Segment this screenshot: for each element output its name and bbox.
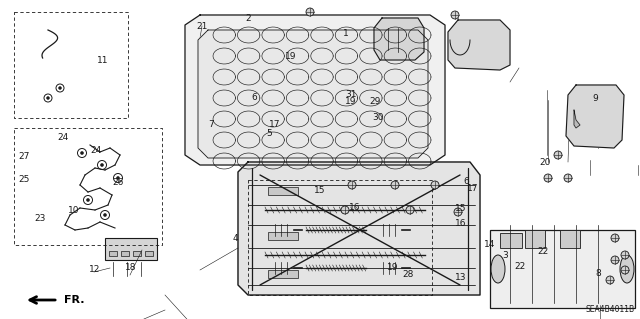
Bar — [145, 251, 153, 256]
Text: 6: 6 — [252, 93, 257, 102]
Text: 27: 27 — [19, 152, 30, 161]
Text: 10: 10 — [68, 206, 79, 215]
Polygon shape — [574, 110, 580, 128]
Circle shape — [341, 206, 349, 214]
Ellipse shape — [620, 255, 634, 283]
Text: 5: 5 — [266, 129, 271, 138]
Circle shape — [611, 256, 619, 264]
Text: 8: 8 — [596, 269, 601, 278]
Text: 1: 1 — [343, 29, 348, 38]
Text: 28: 28 — [403, 271, 414, 279]
Circle shape — [621, 251, 629, 259]
Circle shape — [544, 174, 552, 182]
Bar — [500, 233, 522, 248]
Circle shape — [451, 11, 459, 19]
Circle shape — [391, 181, 399, 189]
Bar — [560, 230, 580, 248]
Text: 4: 4 — [233, 234, 238, 243]
Bar — [268, 270, 298, 278]
Text: 17: 17 — [269, 120, 281, 129]
Ellipse shape — [491, 255, 505, 283]
Text: 20: 20 — [540, 158, 551, 167]
Circle shape — [406, 206, 414, 214]
Text: 30: 30 — [372, 113, 383, 122]
Text: 23: 23 — [34, 214, 45, 223]
Bar — [268, 187, 298, 195]
Text: 16: 16 — [455, 219, 467, 228]
Text: 15: 15 — [455, 204, 467, 213]
Text: 19: 19 — [345, 97, 356, 106]
Text: 24: 24 — [57, 133, 68, 142]
Text: 29: 29 — [369, 97, 381, 106]
Text: 16: 16 — [349, 203, 361, 212]
Text: 13: 13 — [455, 273, 467, 282]
Text: 7: 7 — [209, 120, 214, 129]
Text: 31: 31 — [345, 90, 356, 99]
Text: 19: 19 — [285, 52, 297, 61]
Bar — [525, 230, 545, 248]
Text: 3: 3 — [503, 251, 508, 260]
Polygon shape — [238, 162, 480, 295]
Text: 12: 12 — [89, 265, 100, 274]
Text: 19: 19 — [387, 263, 399, 272]
Text: 18: 18 — [125, 263, 137, 272]
Circle shape — [58, 86, 61, 90]
Text: 15: 15 — [314, 186, 326, 195]
Polygon shape — [185, 15, 445, 165]
Bar — [378, 260, 402, 276]
Bar — [378, 222, 402, 238]
Text: 2: 2 — [246, 14, 251, 23]
Text: 22: 22 — [514, 262, 525, 271]
Text: 6: 6 — [463, 177, 468, 186]
Circle shape — [80, 151, 84, 155]
Bar — [121, 251, 129, 256]
Text: 26: 26 — [113, 178, 124, 187]
Bar — [133, 251, 141, 256]
Polygon shape — [198, 30, 428, 158]
Circle shape — [100, 163, 104, 167]
Text: 22: 22 — [537, 247, 548, 256]
Bar — [105, 238, 157, 260]
Circle shape — [454, 208, 462, 216]
Polygon shape — [448, 20, 510, 70]
Circle shape — [611, 234, 619, 242]
Circle shape — [606, 276, 614, 284]
Circle shape — [116, 176, 120, 180]
Circle shape — [554, 151, 562, 159]
Circle shape — [47, 97, 49, 100]
Bar — [109, 251, 117, 256]
Text: 14: 14 — [484, 241, 495, 249]
Text: 24: 24 — [90, 146, 102, 155]
Polygon shape — [566, 85, 624, 148]
Text: FR.: FR. — [64, 295, 84, 305]
Circle shape — [564, 174, 572, 182]
Text: SEA4B4011B: SEA4B4011B — [586, 305, 635, 314]
Circle shape — [103, 213, 107, 217]
Bar — [270, 222, 294, 238]
Circle shape — [348, 181, 356, 189]
Bar — [270, 260, 294, 276]
Text: 25: 25 — [19, 175, 30, 184]
Text: 9: 9 — [593, 94, 598, 103]
Text: 11: 11 — [97, 56, 108, 65]
Circle shape — [306, 8, 314, 16]
Polygon shape — [374, 18, 424, 60]
Text: 21: 21 — [196, 22, 208, 31]
Text: 17: 17 — [467, 184, 478, 193]
Circle shape — [431, 181, 439, 189]
Bar — [490, 230, 635, 308]
Circle shape — [86, 198, 90, 202]
Circle shape — [621, 266, 629, 274]
Bar — [268, 232, 298, 240]
